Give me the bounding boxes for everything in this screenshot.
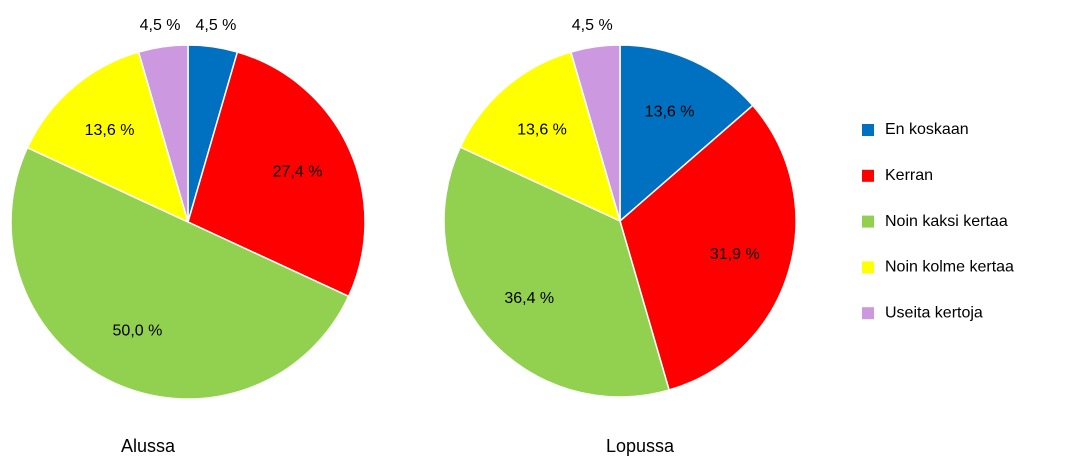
pie-slice bbox=[26, 51, 190, 224]
chart-title: Alussa bbox=[121, 436, 176, 456]
data-label: 13,6 % bbox=[517, 121, 567, 138]
pie-slice bbox=[619, 44, 754, 223]
data-label: 4,5 % bbox=[140, 17, 181, 34]
pie-slice bbox=[619, 104, 797, 391]
chart-title: Lopussa bbox=[606, 436, 675, 456]
pie-slice bbox=[187, 51, 366, 298]
pie-slice bbox=[569, 44, 621, 222]
legend-swatch bbox=[862, 169, 874, 182]
data-label: 36,4 % bbox=[504, 290, 554, 307]
data-label: 13,6 % bbox=[85, 122, 135, 139]
pie-slice bbox=[443, 146, 671, 398]
pie-slice bbox=[137, 44, 189, 223]
legend-label: Useita kertoja bbox=[885, 304, 983, 321]
legend-label: En koskaan bbox=[885, 121, 969, 138]
data-label: 4,5 % bbox=[195, 17, 236, 34]
data-label: 4,5 % bbox=[572, 17, 613, 34]
legend-swatch bbox=[862, 215, 874, 228]
legend-swatch bbox=[862, 307, 874, 320]
pie-slice bbox=[10, 146, 350, 400]
data-label: 31,9 % bbox=[710, 246, 760, 263]
data-label: 27,4 % bbox=[273, 163, 323, 180]
data-label: 50,0 % bbox=[113, 322, 163, 339]
pie-slice bbox=[459, 51, 622, 223]
legend-swatch bbox=[862, 124, 874, 136]
data-label: 13,6 % bbox=[645, 103, 695, 120]
legend-swatch bbox=[862, 261, 874, 274]
legend-label: Noin kaksi kertaa bbox=[885, 213, 1008, 230]
legend-label: Kerran bbox=[885, 167, 933, 184]
legend-label: Noin kolme kertaa bbox=[885, 259, 1014, 276]
